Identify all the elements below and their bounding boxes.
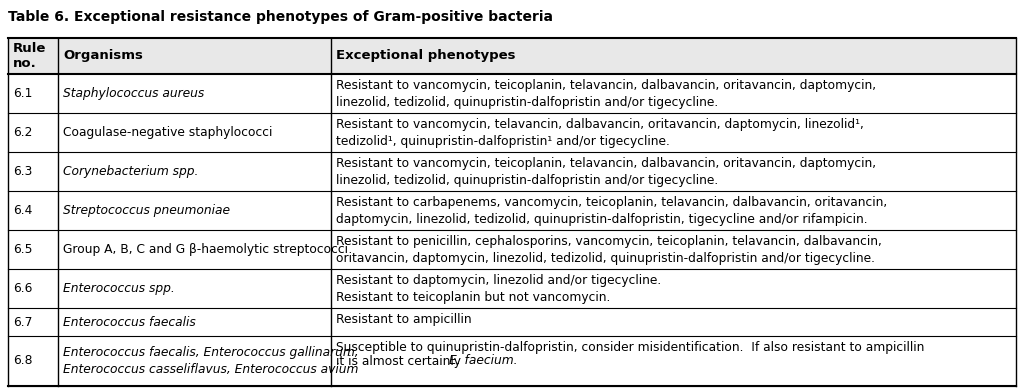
Text: Enterococcus faecalis, Enterococcus gallinarum,
Enterococcus casseliflavus, Ente: Enterococcus faecalis, Enterococcus gall… bbox=[63, 346, 359, 376]
Text: Streptococcus pneumoniae: Streptococcus pneumoniae bbox=[63, 204, 230, 217]
Text: Enterococcus faecalis: Enterococcus faecalis bbox=[63, 316, 197, 328]
Text: Rule
no.: Rule no. bbox=[13, 42, 46, 70]
Text: 6.7: 6.7 bbox=[13, 316, 33, 328]
Text: 6.3: 6.3 bbox=[13, 165, 33, 178]
Text: Resistant to daptomycin, linezolid and/or tigecycline.
Resistant to teicoplanin : Resistant to daptomycin, linezolid and/o… bbox=[336, 274, 660, 304]
Text: Resistant to vancomycin, teicoplanin, telavancin, dalbavancin, oritavancin, dapt: Resistant to vancomycin, teicoplanin, te… bbox=[336, 157, 876, 187]
Text: Corynebacterium spp.: Corynebacterium spp. bbox=[63, 165, 199, 178]
Text: E. faecium.: E. faecium. bbox=[450, 355, 518, 367]
Text: 6.6: 6.6 bbox=[13, 282, 33, 295]
Text: 6.1: 6.1 bbox=[13, 87, 33, 100]
Text: Resistant to vancomycin, teicoplanin, telavancin, dalbavancin, oritavancin, dapt: Resistant to vancomycin, teicoplanin, te… bbox=[336, 79, 876, 109]
Text: Staphylococcus aureus: Staphylococcus aureus bbox=[63, 87, 205, 100]
Bar bbox=[8, 38, 1016, 74]
Text: Resistant to penicillin, cephalosporins, vancomycin, teicoplanin, telavancin, da: Resistant to penicillin, cephalosporins,… bbox=[336, 235, 882, 265]
Text: Coagulase-negative staphylococci: Coagulase-negative staphylococci bbox=[63, 126, 272, 139]
Text: Table 6. Exceptional resistance phenotypes of Gram-positive bacteria: Table 6. Exceptional resistance phenotyp… bbox=[8, 10, 553, 24]
Text: Enterococcus spp.: Enterococcus spp. bbox=[63, 282, 175, 295]
Text: Susceptible to quinupristin-dalfopristin, consider misidentification.  If also r: Susceptible to quinupristin-dalfopristin… bbox=[336, 341, 924, 354]
Text: 6.5: 6.5 bbox=[13, 243, 33, 256]
Text: Resistant to ampicillin: Resistant to ampicillin bbox=[336, 313, 471, 326]
Text: 6.8: 6.8 bbox=[13, 355, 33, 367]
Text: it is almost certainly: it is almost certainly bbox=[336, 355, 465, 367]
Text: 6.2: 6.2 bbox=[13, 126, 33, 139]
Text: Exceptional phenotypes: Exceptional phenotypes bbox=[336, 50, 515, 62]
Text: Organisms: Organisms bbox=[63, 50, 143, 62]
Text: Resistant to vancomycin, telavancin, dalbavancin, oritavancin, daptomycin, linez: Resistant to vancomycin, telavancin, dal… bbox=[336, 118, 863, 148]
Text: Group A, B, C and G β-haemolytic streptococci: Group A, B, C and G β-haemolytic strepto… bbox=[63, 243, 348, 256]
Text: 6.4: 6.4 bbox=[13, 204, 33, 217]
Text: Resistant to carbapenems, vancomycin, teicoplanin, telavancin, dalbavancin, orit: Resistant to carbapenems, vancomycin, te… bbox=[336, 196, 887, 226]
